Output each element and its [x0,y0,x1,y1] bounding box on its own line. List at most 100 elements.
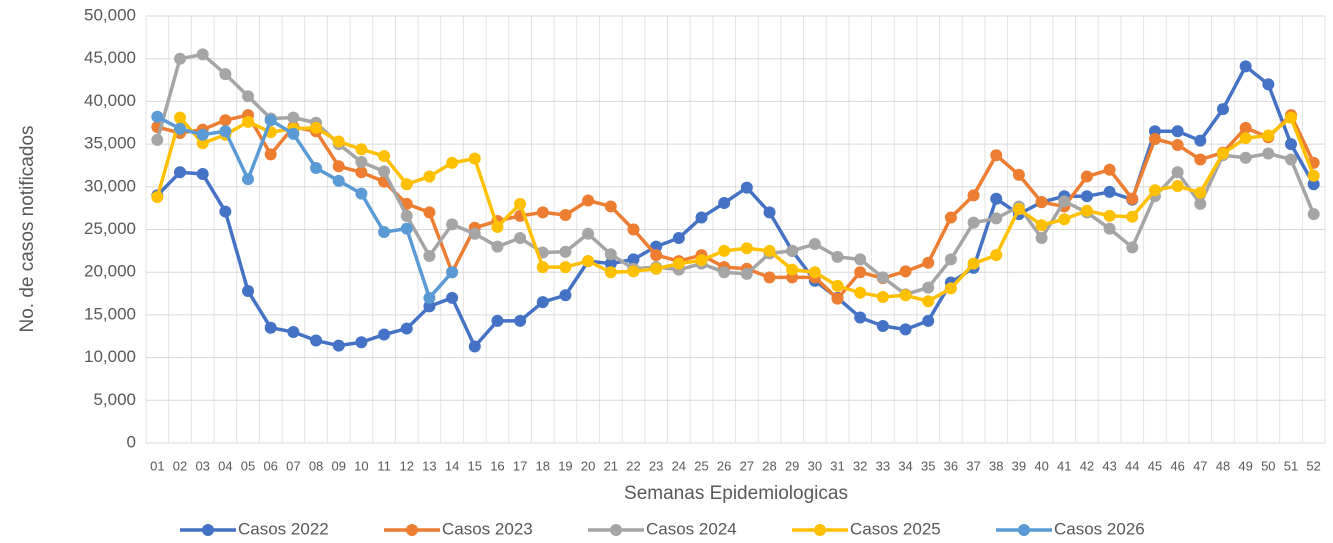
x-tick-label: 47 [1193,458,1207,473]
data-point [264,148,277,161]
data-point [174,166,187,179]
data-point [582,227,595,240]
data-point [219,68,232,81]
x-tick-label: 12 [400,458,414,473]
data-point [1216,147,1229,160]
data-point [196,167,209,180]
data-point [1103,185,1116,198]
data-point [990,192,1003,205]
legend-marker [202,524,214,536]
data-point [899,289,912,302]
data-point [423,300,436,313]
data-point [854,311,867,324]
x-tick-label: 08 [309,458,323,473]
data-point [944,211,957,224]
data-point [831,279,844,292]
data-point [174,111,187,124]
legend-label: Casos 2023 [442,519,533,538]
data-point [990,212,1003,225]
data-point [944,282,957,295]
data-point [468,340,481,353]
data-point [854,286,867,299]
x-tick-label: 43 [1102,458,1116,473]
data-point [400,222,413,235]
y-tick-label: 30,000 [84,176,136,195]
data-point [514,314,527,327]
data-point [196,48,209,61]
data-point [718,197,731,210]
x-tick-label: 09 [331,458,345,473]
x-tick-label: 05 [241,458,255,473]
data-point [423,249,436,262]
series-line [156,113,1316,301]
data-point [786,244,799,257]
data-point [219,114,232,127]
data-point [332,160,345,173]
data-point [355,166,368,179]
data-point [468,227,481,240]
x-tick-label: 38 [989,458,1003,473]
data-point [196,137,209,150]
data-point [899,323,912,336]
data-point [808,266,821,279]
x-tick-label: 18 [536,458,550,473]
legend-label: Casos 2026 [1054,519,1145,538]
data-point [922,314,935,327]
data-point [559,261,572,274]
data-point [922,256,935,269]
data-point [854,266,867,279]
data-point [1239,132,1252,145]
data-point [1148,132,1161,145]
x-tick-label: 15 [468,458,482,473]
data-point [1307,208,1320,221]
series-line [155,52,1316,297]
legend-marker [814,524,826,536]
data-point [1126,241,1139,254]
data-point [310,162,323,175]
x-tick-label: 50 [1261,458,1275,473]
data-point [536,296,549,309]
data-point [1171,138,1184,151]
data-point [1126,192,1139,205]
data-point [423,170,436,183]
legend-label: Casos 2022 [238,519,329,538]
x-tick-label: 07 [286,458,300,473]
data-point [287,127,300,140]
data-point [355,336,368,349]
data-point [400,178,413,191]
data-point [650,249,663,262]
data-point [446,266,459,279]
x-tick-label: 04 [218,458,232,473]
data-point [355,187,368,200]
x-tick-label: 40 [1034,458,1048,473]
data-point [1080,204,1093,217]
data-point [582,194,595,207]
data-point [1103,209,1116,222]
data-point [1058,195,1071,208]
x-tick-label: 03 [195,458,209,473]
data-point [695,211,708,224]
data-point [944,253,957,266]
data-point [763,244,776,257]
data-point [1194,153,1207,166]
x-tick-label: 22 [626,458,640,473]
x-tick-label: 11 [377,458,391,473]
data-point [310,121,323,134]
x-tick-label: 52 [1306,458,1320,473]
x-tick-label: 30 [808,458,822,473]
data-point [740,267,753,280]
x-tick-label: 19 [558,458,572,473]
x-tick-label: 49 [1238,458,1252,473]
data-point [899,265,912,278]
data-point [1058,213,1071,226]
data-point [854,253,867,266]
data-point [446,218,459,231]
x-tick-label: 35 [921,458,935,473]
y-tick-label: 45,000 [84,48,136,67]
x-tick-label: 14 [445,458,459,473]
x-tick-label: 21 [604,458,618,473]
data-point [174,52,187,65]
data-point [536,261,549,274]
